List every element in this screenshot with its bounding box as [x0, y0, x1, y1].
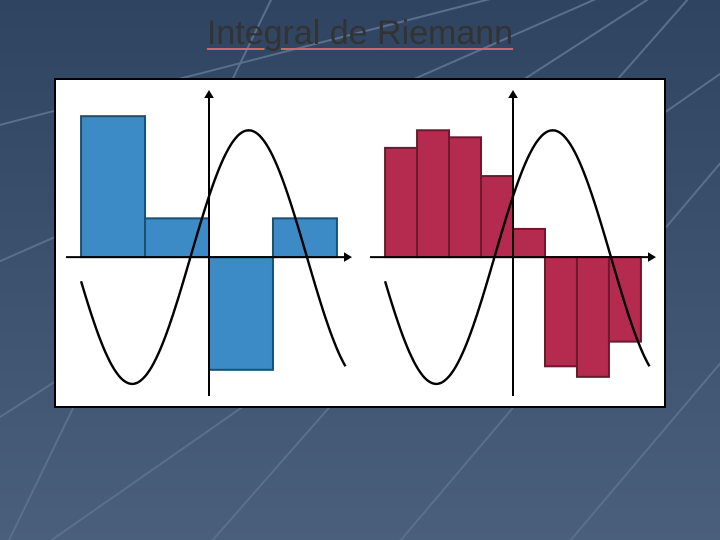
- riemann-bar: [209, 257, 273, 370]
- upper-sum-chart: [368, 88, 658, 398]
- riemann-bar: [417, 130, 449, 257]
- riemann-bar: [513, 229, 545, 257]
- riemann-bar: [81, 116, 145, 257]
- riemann-bar: [545, 257, 577, 366]
- lower-sum-chart: [64, 88, 354, 398]
- riemann-bar: [577, 257, 609, 377]
- slide-title: Integral de Riemann: [0, 14, 720, 53]
- slide-root: Integral de Riemann: [0, 0, 720, 540]
- riemann-bar: [385, 148, 417, 257]
- riemann-bar: [449, 137, 481, 257]
